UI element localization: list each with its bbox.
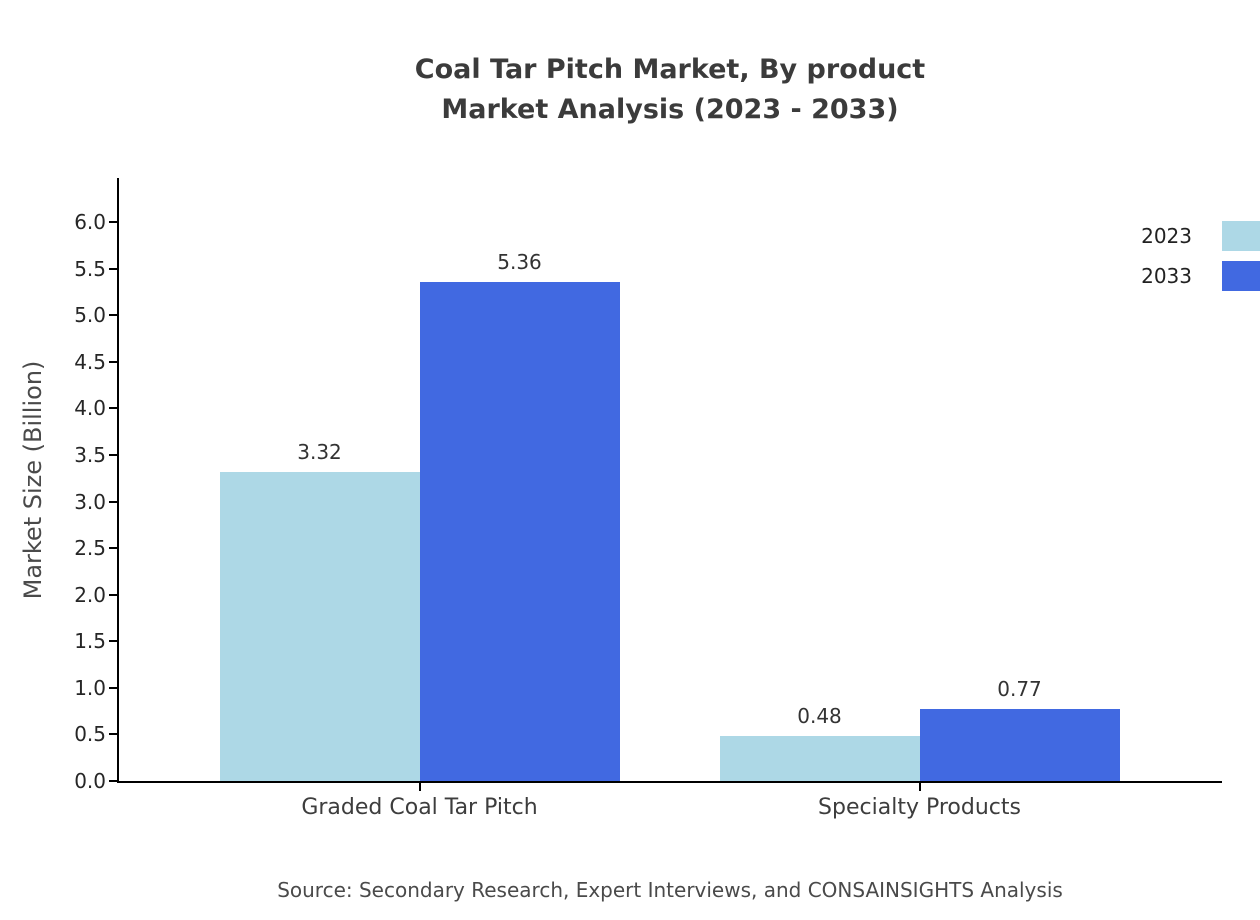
- legend-label: 2023: [1141, 224, 1192, 248]
- bar-value-label: 5.36: [497, 249, 542, 274]
- y-tick-mark: [109, 640, 117, 643]
- x-axis: [117, 781, 1222, 783]
- y-tick-label: 1.5: [74, 629, 106, 654]
- y-tick-mark: [109, 780, 117, 782]
- y-tick-mark: [109, 500, 117, 503]
- y-tick-label: 5.0: [74, 303, 106, 328]
- bar-2023: [219, 471, 420, 781]
- y-tick-label: 0.5: [74, 722, 106, 747]
- y-tick-label: 3.5: [74, 442, 106, 467]
- chart-title-line1: Coal Tar Pitch Market, By product: [414, 54, 926, 85]
- y-tick-mark: [109, 267, 117, 270]
- y-tick-mark: [109, 407, 117, 410]
- bar-value-label: 3.32: [297, 439, 342, 464]
- y-axis: [117, 178, 119, 783]
- y-tick-mark: [109, 453, 117, 456]
- legend-row: 2023: [1141, 221, 1260, 251]
- y-tick-label: 5.5: [74, 256, 106, 281]
- y-tick-mark: [109, 221, 117, 223]
- x-tick-mark: [418, 783, 421, 791]
- legend: 2023 2033: [1141, 221, 1260, 291]
- legend-label: 2033: [1141, 264, 1192, 288]
- y-tick-label: 3.0: [74, 489, 106, 514]
- bar-value-label: 0.77: [997, 677, 1042, 702]
- y-tick-label: 2.5: [74, 536, 106, 561]
- y-tick-label: 0.0: [74, 769, 106, 793]
- y-tick-label: 2.0: [74, 582, 106, 607]
- y-tick-mark: [109, 547, 117, 550]
- chart-title-line2: Market Analysis (2023 - 2033): [441, 94, 899, 125]
- y-tick-mark: [109, 360, 117, 363]
- x-tick-label: Graded Coal Tar Pitch: [301, 795, 538, 820]
- bar-value-label: 0.48: [797, 704, 842, 729]
- bar-2033: [419, 281, 620, 781]
- y-tick-mark: [109, 686, 117, 689]
- y-tick-mark: [109, 733, 117, 736]
- bar-2023: [719, 736, 920, 781]
- y-tick-label: 4.5: [74, 349, 106, 374]
- legend-swatch-2023: [1222, 221, 1260, 251]
- legend-row: 2033: [1141, 261, 1260, 291]
- source-text: Source: Secondary Research, Expert Inter…: [277, 878, 1063, 902]
- y-tick-label: 6.0: [74, 210, 106, 234]
- x-tick-label: Specialty Products: [818, 795, 1021, 820]
- y-tick-mark: [109, 593, 117, 596]
- chart-title: Coal Tar Pitch Market, By product Market…: [80, 50, 1260, 130]
- y-tick-mark: [109, 314, 117, 317]
- bar-2033: [919, 709, 1120, 781]
- x-tick-mark: [918, 783, 921, 791]
- y-tick-label: 4.0: [74, 396, 106, 421]
- legend-swatch-2033: [1222, 261, 1260, 291]
- y-tick-label: 1.0: [74, 675, 106, 700]
